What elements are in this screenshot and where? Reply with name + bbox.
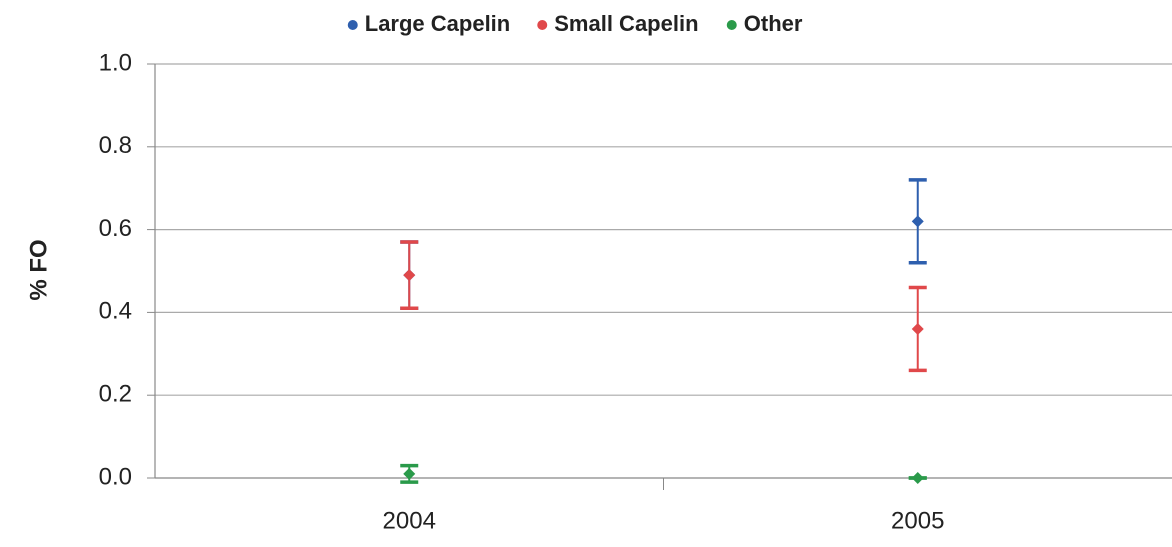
legend-label: Large Capelin — [365, 11, 510, 36]
data-point — [911, 472, 924, 484]
y-tick-label: 0.4 — [99, 298, 132, 325]
data-point — [911, 215, 924, 228]
legend-label: Other — [744, 11, 803, 36]
legend-marker — [347, 20, 358, 30]
y-tick-label: 0.8 — [99, 132, 132, 159]
legend-label: Small Capelin — [554, 11, 698, 36]
y-axis-label: % FO — [25, 239, 52, 300]
data-point — [403, 467, 416, 480]
x-tick-label: 2005 — [891, 507, 944, 534]
y-tick-label: 0.0 — [99, 463, 132, 490]
y-tick-label: 0.2 — [99, 381, 132, 408]
y-tick-label: 0.6 — [99, 215, 132, 242]
legend-marker — [537, 20, 548, 30]
data-point — [911, 322, 924, 335]
y-tick-label: 1.0 — [99, 49, 132, 76]
data-point — [403, 269, 416, 282]
x-tick-label: 2004 — [383, 507, 436, 534]
legend-marker — [726, 20, 737, 30]
